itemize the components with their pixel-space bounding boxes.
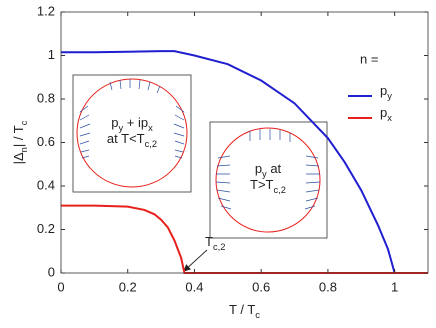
inset-text-part: p <box>255 161 262 176</box>
y-tick-label: 1 <box>48 47 55 62</box>
annotation-sub: c,2 <box>213 242 225 252</box>
y-axis-label: |Δn| / Tc <box>11 120 29 164</box>
y-tick-label: 0.6 <box>37 134 55 149</box>
x-axis-label: T / Tc <box>229 302 260 320</box>
x-tick-label: 0.4 <box>185 279 203 294</box>
legend-title: n = <box>360 51 378 66</box>
series-line <box>61 50 428 274</box>
legend-label-sub: y <box>387 91 392 101</box>
inset-text-sub: x <box>148 123 153 133</box>
x-axis-label-part: T / T <box>229 302 255 317</box>
inset-text-part: T>T <box>250 177 274 192</box>
inset-text-part: at <box>267 161 282 176</box>
inset-text-part: p <box>111 115 118 130</box>
inset-text: py + ipx <box>111 115 153 133</box>
inset-text-part: + ip <box>123 115 148 130</box>
inset-text: T>Tc,2 <box>250 177 286 195</box>
y-tick-label: 0.8 <box>37 90 55 105</box>
y-axis-label-part: |Δ <box>11 152 26 164</box>
inset-text-part: at T<T <box>107 131 145 146</box>
x-tick-label: 0.6 <box>252 279 270 294</box>
y-tick-label: 0 <box>48 264 55 279</box>
y-tick-label: 0.4 <box>37 177 55 192</box>
legend-label-part: p <box>380 83 387 98</box>
x-axis-label-sub: c <box>255 310 260 320</box>
legend-label: py <box>380 83 392 101</box>
x-tick-label: 0.2 <box>119 279 137 294</box>
inset-1 <box>72 74 192 193</box>
x-tick-label: 1 <box>391 279 398 294</box>
annotation: Tc,2 <box>205 234 225 252</box>
y-axis-label-sub: n <box>19 147 29 152</box>
legend-label-part: p <box>380 105 387 120</box>
y-tick-label: 0.2 <box>37 221 55 236</box>
legend-label: px <box>380 105 392 123</box>
inset-text-sub: c,2 <box>145 139 157 149</box>
annotation-arrow <box>183 249 208 272</box>
y-axis-label-sub: c <box>19 120 29 125</box>
inset-2 <box>209 121 328 239</box>
inset-text: py at <box>255 161 282 179</box>
annotation-part: T <box>205 234 213 249</box>
inset-text-sub: y <box>118 123 123 133</box>
x-tick-label: 0 <box>57 279 64 294</box>
x-tick-label: 0.8 <box>319 279 337 294</box>
inset-text-sub: c,2 <box>274 185 286 195</box>
legend-label-sub: x <box>387 113 392 123</box>
y-tick-label: 1.2 <box>37 3 55 18</box>
y-axis-label-part: | / T <box>11 125 26 147</box>
inset-text: at T<Tc,2 <box>107 131 157 149</box>
inset-text-sub: y <box>262 169 267 179</box>
